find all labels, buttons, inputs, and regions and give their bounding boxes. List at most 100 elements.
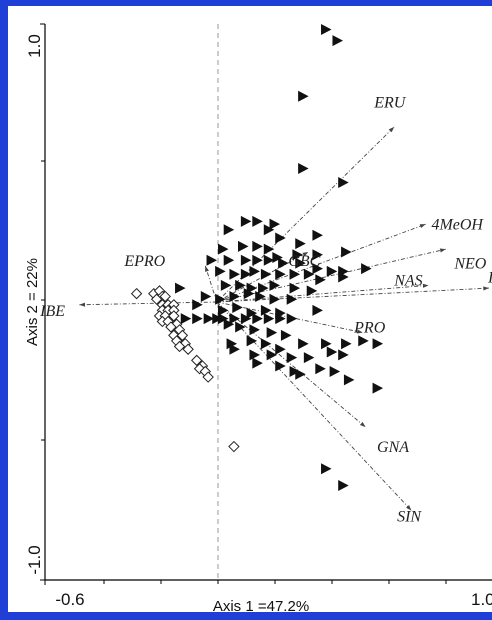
- triangle-point: [295, 368, 306, 380]
- triangle-point: [246, 335, 258, 347]
- triangle-point: [326, 346, 338, 358]
- vector-line: [216, 287, 490, 303]
- triangle-point: [217, 313, 229, 325]
- vector-arrowhead: [439, 248, 446, 253]
- vector-line: [79, 301, 217, 306]
- vector-label: NEO: [453, 256, 486, 273]
- triangle-point: [286, 293, 298, 305]
- triangle-point: [238, 240, 249, 252]
- triangle-point: [263, 224, 275, 236]
- triangle-point: [246, 282, 258, 294]
- triangle-point: [278, 257, 289, 269]
- triangle-point: [240, 268, 252, 280]
- diamond-point: [130, 287, 143, 300]
- vector-arrowhead: [483, 286, 489, 291]
- triangle-point: [229, 343, 240, 355]
- triangle-point: [223, 254, 235, 266]
- triangle-point: [341, 246, 352, 258]
- vector-arrowhead: [406, 504, 412, 511]
- triangle-point: [275, 343, 286, 355]
- vector-arrowhead: [356, 329, 363, 334]
- vector-eru: [216, 126, 395, 303]
- triangle-point: [312, 249, 323, 261]
- vector-label: 4MeOH: [431, 217, 484, 234]
- triangle-point: [338, 479, 349, 491]
- diamond-point: [228, 440, 240, 453]
- triangle-point: [286, 352, 298, 364]
- triangle-point: [321, 463, 332, 475]
- triangle-point: [343, 374, 355, 386]
- diamond-point: [165, 321, 177, 333]
- vector-line: [216, 301, 412, 511]
- vector-line: [204, 265, 218, 303]
- vector-arrowhead: [419, 224, 426, 229]
- vector-nas: [216, 283, 429, 303]
- triangle-point: [229, 313, 240, 325]
- triangle-point: [229, 290, 240, 302]
- triangle-point: [240, 254, 252, 266]
- diamond-point: [159, 290, 171, 303]
- triangle-point: [292, 249, 303, 261]
- vector-arrowhead: [359, 421, 366, 428]
- triangle-point: [235, 321, 246, 333]
- triangle-point: [269, 293, 280, 305]
- triangle-point: [321, 338, 332, 350]
- triangle-point: [263, 254, 275, 266]
- triangle-point: [315, 363, 326, 375]
- triangle-point: [215, 265, 226, 277]
- x-axis-label: Axis 1 =47.2%: [213, 598, 309, 615]
- vector-arrowhead: [422, 283, 429, 288]
- vector-arrowhead: [79, 302, 86, 307]
- diamond-point: [176, 329, 189, 342]
- vector-arrowhead: [302, 251, 309, 257]
- triangle-point: [312, 304, 323, 316]
- vector-neo: [216, 248, 446, 303]
- triangle-point: [286, 313, 298, 325]
- triangle-point: [252, 313, 263, 325]
- triangle-point: [200, 290, 212, 302]
- triangle-point: [206, 254, 218, 266]
- vector-line: [216, 248, 446, 303]
- y-tick-label-bottom: -1.0: [25, 545, 44, 574]
- y-axis-label: Axis 2 = 22%: [24, 258, 41, 346]
- triangle-point: [180, 313, 192, 325]
- triangle-point: [275, 313, 286, 325]
- triangle-point: [312, 263, 323, 275]
- triangle-point: [260, 304, 272, 316]
- triangle-point: [372, 382, 384, 394]
- vector-labels: ERU 4MeOH NEOIBW NAS GBC EPRO IBE PRO GNA SIN: [39, 94, 492, 525]
- triangle-point: [175, 282, 186, 294]
- frame-top: [0, 0, 492, 6]
- diamond-point: [182, 343, 194, 355]
- triangle-point: [269, 218, 280, 230]
- triangle-point: [243, 288, 255, 300]
- triangle-point: [269, 279, 280, 291]
- triangle-point: [249, 324, 260, 336]
- triangle-point: [266, 349, 278, 361]
- triangle-point: [303, 268, 315, 280]
- triangle-point: [338, 349, 349, 361]
- triangle-point: [226, 338, 238, 350]
- triangle-point: [220, 279, 232, 291]
- frame-left: [0, 0, 8, 620]
- triangle-point: [275, 360, 286, 372]
- sample-points: [130, 24, 384, 491]
- triangle-point: [252, 357, 263, 369]
- triangle-point: [249, 349, 260, 361]
- triangle-point: [212, 313, 223, 325]
- vector-gbc: [216, 251, 309, 303]
- triangle-point: [263, 243, 275, 255]
- diamond-point: [168, 310, 180, 322]
- triangle-point: [235, 279, 246, 291]
- triangle-point: [312, 229, 323, 241]
- vector-line: [216, 284, 429, 303]
- triangle-point: [246, 307, 258, 319]
- diamond-point: [191, 354, 203, 367]
- vector-arrowhead: [388, 126, 395, 133]
- triangle-point: [361, 263, 372, 275]
- triangle-point: [321, 24, 332, 36]
- triangle-point: [229, 268, 240, 280]
- triangle-point: [329, 366, 341, 377]
- triangle-point: [275, 268, 286, 280]
